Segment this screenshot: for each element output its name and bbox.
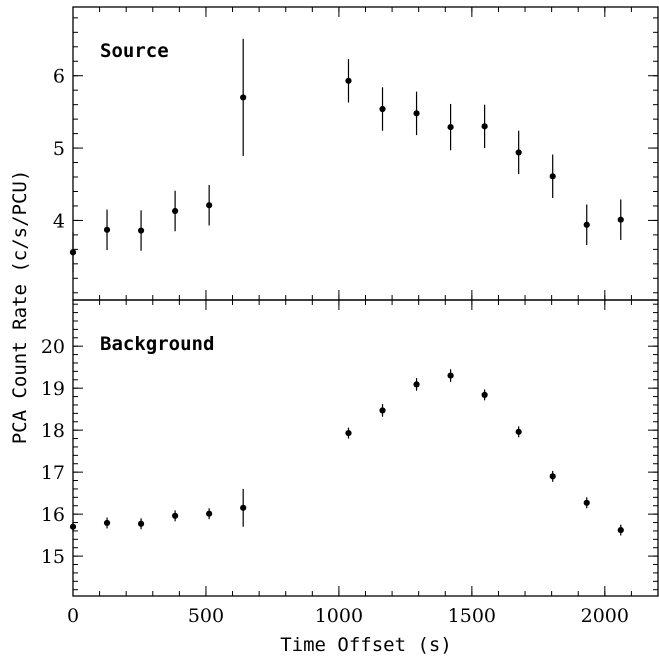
source-data-point [345,77,352,84]
background-panel-label: Background [100,333,214,355]
source-data-point [206,202,213,209]
background-y-tick-label: 20 [41,336,65,358]
source-data-point [172,207,179,215]
background-data-point [345,429,352,437]
source-panel: 4 5 6 Source [53,6,659,301]
source-data-point [515,149,522,156]
source-y-tick-label: 6 [53,66,65,88]
x-tick-label: 1500 [448,605,496,627]
source-data-point [481,123,488,130]
source-data-point [379,105,386,113]
background-y-tick-label: 16 [41,504,65,526]
source-data-point [447,123,454,131]
background-data-point [172,512,179,519]
x-tick-label: 2000 [581,605,629,627]
x-tick-label: 0 [67,605,79,627]
source-data-point [413,110,420,117]
x-tick-label: 500 [188,605,224,627]
background-panel: 0 500 1000 1500 2000 15 16 17 18 19 20 Background [41,299,659,627]
background-data-point [240,504,247,511]
source-data-point [583,221,590,228]
background-y-tick-label: 15 [41,546,65,568]
x-axis-title: Time Offset (s) [280,634,452,656]
background-data-point [69,523,77,530]
x-tick-label: 1000 [315,605,363,627]
background-data-point [481,391,488,398]
source-data-point [617,216,624,223]
background-data-point [137,520,145,527]
source-y-tick-label: 4 [53,210,65,232]
background-data-point [206,510,213,517]
source-data-point [69,249,77,256]
source-data-point [549,173,556,180]
source-data-point [137,227,145,234]
background-data-point [549,473,556,480]
background-data-point [617,526,624,534]
background-y-tick-label: 18 [41,420,65,442]
background-data-point [103,519,111,527]
source-panel-label: Source [100,40,169,62]
background-data-point [583,499,590,506]
source-data-point [103,226,111,233]
y-axis-title: PCA Count Rate (c/s/PCU) [9,170,31,445]
background-data-point [515,428,522,435]
source-data-point [240,94,247,101]
background-data-point [447,372,454,379]
background-data-point [379,407,386,414]
background-y-tick-label: 17 [41,462,65,484]
background-y-tick-label: 19 [41,378,65,400]
source-y-tick-label: 5 [53,138,65,160]
background-data-point [413,381,420,388]
